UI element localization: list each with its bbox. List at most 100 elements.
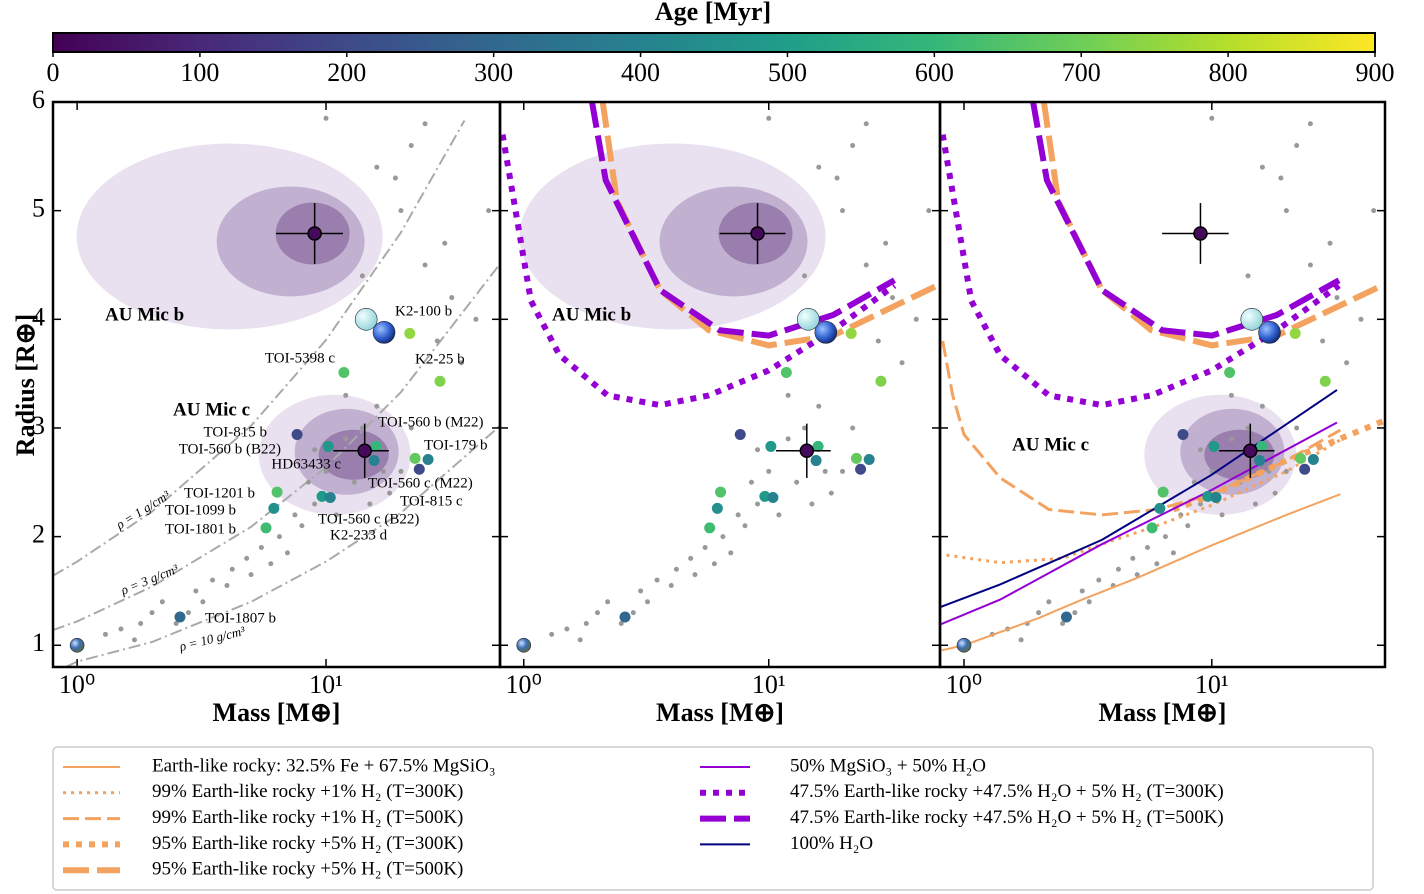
model-curve xyxy=(500,134,897,409)
au-mic-planet xyxy=(357,443,372,459)
planet xyxy=(1154,502,1166,514)
au-mic-label: AU Mic b xyxy=(105,304,184,325)
y-tick-label: 1 xyxy=(32,628,45,657)
field-planet xyxy=(312,447,318,453)
field-planet xyxy=(185,610,191,616)
legend-label: 95% Earth-like rocky +5% H₂ (T=500K) xyxy=(152,859,463,880)
field-planet xyxy=(1320,338,1326,344)
planet xyxy=(1146,522,1158,534)
field-planet xyxy=(367,501,373,507)
field-planet xyxy=(408,425,414,431)
model-curve xyxy=(941,340,1342,517)
field-planet xyxy=(408,142,414,148)
field-planet xyxy=(1036,610,1042,616)
au-mic-label: AU Mic b xyxy=(552,304,631,325)
field-planet xyxy=(1018,637,1024,643)
solar-system-planet xyxy=(956,637,972,653)
field-planet xyxy=(583,621,589,627)
au-mic-planet xyxy=(799,443,815,459)
field-planet xyxy=(131,637,137,643)
solar-system-planet xyxy=(354,308,378,331)
field-planet xyxy=(645,599,651,605)
field-planet xyxy=(1358,316,1364,322)
field-planet xyxy=(333,512,339,518)
field-planet xyxy=(688,555,694,561)
y-tick-label: 2 xyxy=(32,520,45,549)
planet-label: HD63433 c xyxy=(271,456,341,472)
colorbar-tick-label: 500 xyxy=(768,58,807,87)
field-planet xyxy=(1307,121,1313,127)
solar-system-planet xyxy=(69,637,85,653)
legend-label: Earth-like rocky: 32.5% Fe + 67.5% MgSiO… xyxy=(152,755,495,776)
field-planet xyxy=(755,501,761,507)
field-planet xyxy=(766,115,772,121)
planet xyxy=(324,492,336,503)
field-planet xyxy=(742,523,748,529)
x-tick-label: 10¹ xyxy=(752,670,786,699)
y-axis-label: Radius [R⊕] xyxy=(11,314,40,456)
planet-label: TOI-815 b xyxy=(204,424,267,440)
field-planet xyxy=(1334,295,1340,301)
planet xyxy=(322,440,334,452)
planet-label: TOI-560 c (M22) xyxy=(368,475,473,491)
planet xyxy=(711,502,723,514)
field-planet xyxy=(312,501,318,507)
planet xyxy=(875,375,887,387)
model-curve xyxy=(940,493,1341,652)
field-planet xyxy=(711,561,717,567)
model-curve xyxy=(940,421,1338,626)
field-planet xyxy=(1272,490,1278,496)
field-planet xyxy=(1079,588,1085,594)
field-planet xyxy=(840,208,846,214)
field-planet xyxy=(323,468,329,474)
field-planet xyxy=(449,295,455,301)
field-planet xyxy=(380,468,386,474)
colorbar-tick-label: 700 xyxy=(1062,58,1101,87)
solar-system-planet xyxy=(796,308,820,331)
field-planet xyxy=(809,501,815,507)
field-planet xyxy=(802,425,808,431)
panel xyxy=(500,102,939,653)
au-mic-planet xyxy=(307,226,322,241)
field-planet xyxy=(1283,468,1289,474)
planet xyxy=(338,367,350,379)
planet xyxy=(409,452,421,464)
planet xyxy=(863,453,875,465)
model-curve xyxy=(1030,102,1341,339)
panel xyxy=(940,102,1385,653)
field-planet xyxy=(728,550,734,556)
field-planet xyxy=(564,626,570,632)
au-mic-planet xyxy=(750,226,765,241)
field-planet xyxy=(630,610,636,616)
field-planet xyxy=(1245,273,1251,279)
planet xyxy=(404,327,416,339)
colorbar-tick-label: 300 xyxy=(474,58,513,87)
field-planet xyxy=(299,523,305,529)
planet xyxy=(1319,375,1331,387)
field-planet xyxy=(875,338,881,344)
planet-label: TOI-560 b (M22) xyxy=(378,414,484,430)
field-planet xyxy=(1197,447,1203,453)
planet xyxy=(767,492,779,503)
planet-label: TOI-1807 b xyxy=(205,610,276,626)
density-curve xyxy=(53,120,466,577)
field-planet xyxy=(594,610,600,616)
field-planet xyxy=(1307,262,1313,268)
field-planet xyxy=(1283,208,1289,214)
field-planet xyxy=(776,512,782,518)
planet-label: TOI-1099 b xyxy=(165,502,236,518)
planet xyxy=(1208,440,1220,452)
field-planet xyxy=(692,572,698,578)
field-planet xyxy=(1060,621,1066,627)
field-planet xyxy=(766,468,772,474)
field-planet xyxy=(913,316,919,322)
colorbar-label: Age [Myr] xyxy=(655,0,771,26)
colorbar xyxy=(52,32,1376,53)
planet-label: TOI-1801 b xyxy=(165,521,236,537)
planet xyxy=(855,463,867,475)
planet xyxy=(316,490,328,502)
field-planet xyxy=(863,121,869,127)
field-planet xyxy=(883,240,889,246)
field-planet xyxy=(1170,550,1176,556)
